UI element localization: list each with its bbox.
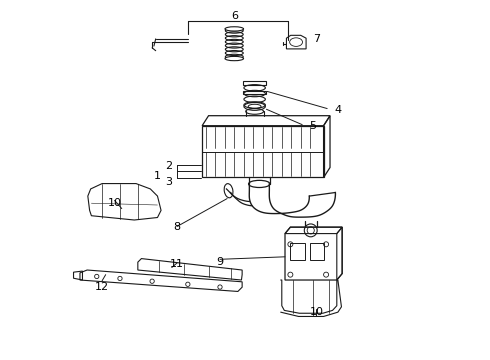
Text: 2: 2: [165, 161, 172, 171]
Text: 10: 10: [310, 307, 323, 317]
Bar: [310, 243, 324, 260]
Text: 8: 8: [173, 222, 181, 232]
Ellipse shape: [225, 57, 244, 61]
Ellipse shape: [225, 27, 244, 31]
Text: 11: 11: [170, 259, 184, 269]
Text: 5: 5: [309, 121, 317, 131]
Text: 12: 12: [95, 282, 109, 292]
Text: 7: 7: [313, 34, 320, 44]
Bar: [243, 91, 266, 94]
Text: 9: 9: [217, 257, 223, 267]
Text: 1: 1: [154, 171, 161, 181]
Bar: [291, 243, 305, 260]
Text: 10: 10: [108, 198, 122, 208]
Text: 6: 6: [231, 11, 238, 21]
Text: 4: 4: [334, 105, 342, 115]
Text: 3: 3: [165, 177, 172, 187]
Bar: [243, 81, 266, 85]
